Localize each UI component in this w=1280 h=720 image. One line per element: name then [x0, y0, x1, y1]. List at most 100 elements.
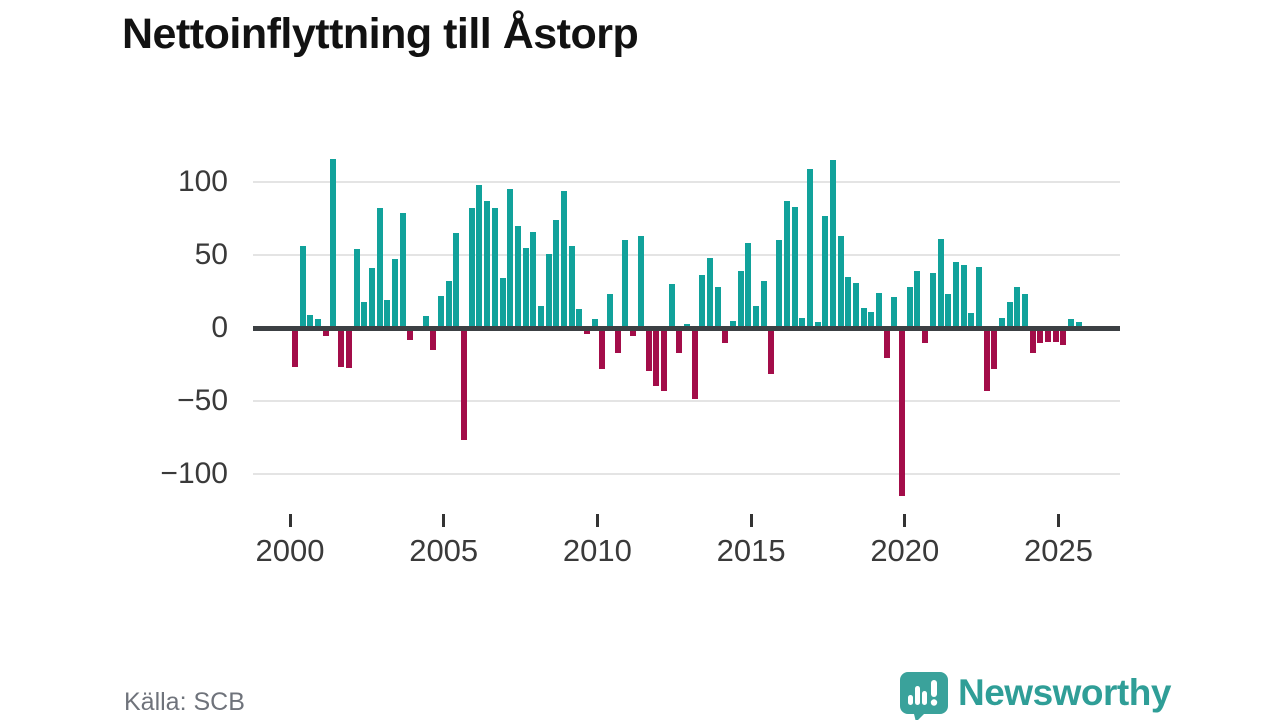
- bar-2007-Q3: [522, 247, 529, 330]
- bar-2010-Q4: [622, 240, 629, 330]
- bar-2016-Q4: [806, 168, 813, 330]
- bar-2010-Q2: [607, 294, 613, 330]
- bar-2005-Q3: [461, 328, 467, 440]
- bar-2007-Q4: [530, 231, 537, 330]
- bar-2009-Q4: [591, 319, 598, 330]
- bar-2010-Q3: [614, 328, 621, 354]
- bar-2008-Q2: [545, 253, 552, 330]
- bar-2015-Q1: [753, 306, 759, 330]
- y-axis-tick-label: 50: [194, 238, 228, 271]
- bar-2009-Q1: [568, 246, 575, 330]
- bar-2021-Q1: [937, 238, 944, 330]
- bar-2006-Q2: [484, 201, 491, 330]
- bar-2024-Q2: [1037, 328, 1044, 344]
- bar-2021-Q2: [945, 294, 952, 330]
- bar-2011-Q1: [630, 328, 637, 336]
- bar-2011-Q2: [637, 236, 644, 330]
- zero-baseline: [253, 326, 1120, 331]
- bar-2015-Q2: [760, 281, 767, 330]
- bar-2023-Q2: [1006, 301, 1013, 330]
- bar-2019-Q3: [891, 297, 898, 330]
- bar-2005-Q4: [468, 208, 475, 330]
- bar-2018-Q4: [868, 311, 875, 330]
- bar-2020-Q4: [929, 272, 936, 330]
- bar-2004-Q3: [430, 328, 437, 351]
- bar-2011-Q4: [653, 328, 660, 386]
- bar-2023-Q1: [998, 317, 1005, 330]
- bar-2024-Q1: [1029, 328, 1036, 354]
- x-axis-tick-label: 2005: [409, 533, 479, 568]
- y-gridline--50: [253, 400, 1120, 402]
- bar-2001-Q1: [322, 328, 329, 336]
- bar-2002-Q2: [361, 301, 368, 330]
- bar-2005-Q2: [453, 233, 460, 330]
- bar-2024-Q3: [1045, 328, 1051, 342]
- x-axis-tick-label: 2010: [562, 533, 632, 568]
- x-axis-tick-2000: [288, 514, 292, 527]
- bar-2022-Q3: [983, 328, 990, 392]
- bar-2025-Q2: [1068, 319, 1075, 330]
- bar-2009-Q3: [584, 328, 590, 335]
- bar-2012-Q2: [668, 284, 675, 330]
- x-axis-tick-2015: [749, 514, 753, 527]
- bar-2024-Q4: [1052, 328, 1059, 342]
- bar-2000-Q3: [307, 314, 314, 330]
- x-axis-tick-2025: [1057, 514, 1060, 527]
- bar-2007-Q2: [514, 225, 521, 330]
- bar-2011-Q3: [645, 328, 652, 371]
- bar-2003-Q1: [384, 300, 391, 330]
- y-axis-tick-label: −50: [177, 384, 228, 417]
- bar-2000-Q1: [292, 328, 298, 367]
- x-axis-tick-label: 2015: [716, 533, 786, 568]
- bar-2013-Q4: [714, 287, 721, 330]
- y-gridline--100: [253, 473, 1120, 475]
- chart-title: Nettoinflyttning till Åstorp: [122, 10, 639, 58]
- y-gridline-50: [253, 254, 1120, 256]
- bar-2006-Q4: [499, 278, 506, 330]
- x-axis-tick-label: 2025: [1024, 533, 1093, 568]
- bar-2021-Q3: [952, 262, 959, 330]
- bar-2019-Q1: [876, 293, 882, 330]
- bar-2016-Q2: [791, 206, 798, 330]
- bar-2015-Q4: [776, 240, 783, 330]
- bar-2022-Q4: [991, 328, 998, 370]
- bar-2001-Q3: [338, 328, 345, 367]
- bar-2021-Q4: [960, 265, 967, 330]
- bar-2013-Q3: [706, 257, 713, 330]
- bar-2009-Q2: [576, 309, 583, 330]
- bar-2013-Q2: [699, 275, 706, 330]
- bar-2022-Q1: [968, 313, 975, 330]
- bar-2001-Q4: [345, 328, 352, 368]
- bar-2004-Q4: [438, 295, 444, 330]
- bar-2020-Q3: [922, 328, 929, 344]
- bar-2017-Q4: [837, 236, 844, 330]
- bar-2006-Q3: [491, 208, 498, 330]
- x-axis-tick-2020: [903, 514, 907, 527]
- bar-2005-Q1: [445, 281, 452, 330]
- bar-2002-Q3: [368, 268, 375, 330]
- bar-2020-Q1: [906, 287, 913, 330]
- bar-2016-Q1: [783, 201, 790, 330]
- bar-2000-Q4: [315, 319, 322, 330]
- bar-2002-Q1: [353, 249, 360, 330]
- bar-2013-Q1: [691, 328, 698, 399]
- bar-2015-Q3: [768, 328, 775, 374]
- bar-2014-Q4: [745, 243, 752, 330]
- x-axis-tick-label: 2020: [870, 533, 940, 568]
- bar-2008-Q3: [553, 220, 560, 330]
- source-attribution: Källa: SCB: [124, 688, 245, 716]
- bar-2003-Q3: [399, 212, 406, 330]
- y-axis-tick-label: 100: [177, 165, 228, 198]
- bar-2020-Q2: [914, 271, 921, 330]
- bar-2002-Q4: [376, 208, 383, 330]
- bar-2017-Q3: [829, 160, 836, 330]
- bar-2018-Q2: [852, 282, 859, 330]
- newsworthy-logo: Newsworthy: [898, 668, 1171, 720]
- bar-2008-Q4: [560, 190, 567, 330]
- bar-2022-Q2: [975, 266, 982, 330]
- bar-2001-Q2: [330, 158, 337, 330]
- bar-2003-Q4: [407, 328, 414, 341]
- bar-2019-Q4: [899, 328, 905, 497]
- y-axis-tick-label: 0: [211, 311, 228, 344]
